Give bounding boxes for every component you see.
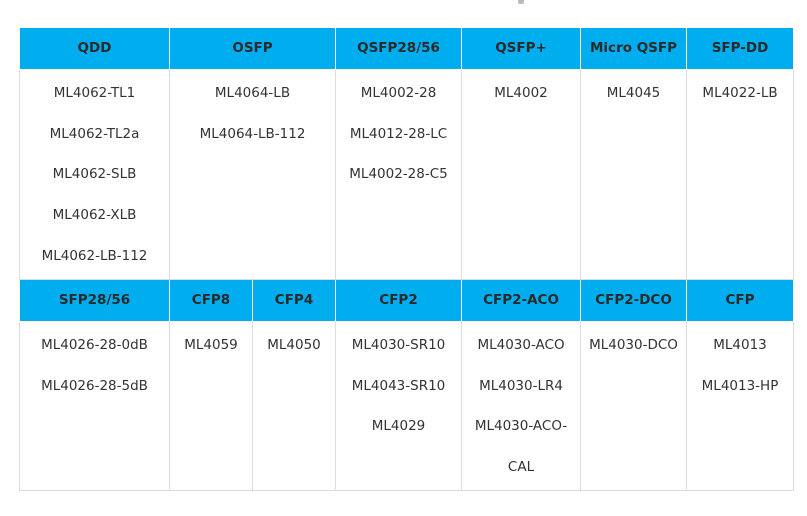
model-name: ML4064-LB xyxy=(214,85,291,101)
model-name: ML4062-SLB xyxy=(52,166,137,183)
table-cell: ML4002-28 ML4012-28-LC ML4002-28-C5 xyxy=(335,69,463,280)
model-list: ML4050 xyxy=(253,325,335,366)
table-cell: ML4002 xyxy=(461,69,582,280)
model-name: ML4062-XLB xyxy=(52,207,137,224)
model-name: ML4062-TL1 xyxy=(53,85,136,101)
model-name: ML4022-LB xyxy=(702,85,778,101)
model-name: ML4030-LR4 xyxy=(479,377,563,394)
model-name: ML4030-ACO- xyxy=(474,418,568,435)
model-name: ML4064-LB-112 xyxy=(199,125,306,142)
table-cell: ML4030-ACO ML4030-LR4 ML4030-ACO- CAL xyxy=(461,321,582,491)
model-name: ML4050 xyxy=(267,337,321,353)
table-cell: ML4045 xyxy=(580,69,688,280)
model-list: ML4022-LB xyxy=(687,73,793,114)
table-cell: ML4050 xyxy=(251,321,337,491)
model-name: ML4012-28-LC xyxy=(349,125,448,142)
model-name: ML4002-28-C5 xyxy=(349,166,448,183)
model-name: ML4026-28-0dB xyxy=(41,337,148,353)
model-list: ML4013 ML4013-HP xyxy=(687,325,793,406)
header-cell: QDD xyxy=(19,27,170,70)
table-cell: ML4026-28-0dB ML4026-28-5dB xyxy=(19,321,170,491)
model-list: ML4002 xyxy=(462,73,580,114)
model-name: ML4013-HP xyxy=(701,377,779,394)
header-row-1: QDD OSFP QSFP28/56 QSFP+ Micro QSFP SFP-… xyxy=(19,27,795,70)
header-cell: SFP-DD xyxy=(686,27,795,70)
model-list: ML4062-TL1 ML4062-TL2a ML4062-SLB ML4062… xyxy=(20,73,169,277)
header-cell: CFP2-ACO xyxy=(461,279,582,322)
top-cropped-content xyxy=(0,0,807,6)
model-name: ML4062-LB-112 xyxy=(41,247,148,264)
model-list: ML4064-LB ML4064-LB-112 xyxy=(170,73,335,154)
header-cell: CFP4 xyxy=(251,279,337,322)
model-name: ML4045 xyxy=(606,85,661,101)
table-cell: ML4030-SR10 ML4043-SR10 ML4029 xyxy=(335,321,463,491)
header-cell: CFP2 xyxy=(335,279,463,322)
model-list: ML4045 xyxy=(581,73,686,114)
model-name: ML4043-SR10 xyxy=(351,377,446,394)
model-list: ML4026-28-0dB ML4026-28-5dB xyxy=(20,325,169,406)
header-cell: QSFP28/56 xyxy=(335,27,463,70)
cropped-glyph xyxy=(518,0,524,4)
product-table: QDD OSFP QSFP28/56 QSFP+ Micro QSFP SFP-… xyxy=(19,27,795,491)
model-name: ML4062-TL2a xyxy=(49,125,140,142)
table-cell: ML4064-LB ML4064-LB-112 xyxy=(168,69,337,280)
model-list: ML4002-28 ML4012-28-LC ML4002-28-C5 xyxy=(336,73,461,195)
header-row-2: SFP28/56 CFP8 CFP4 CFP2 CFP2-ACO CFP2-DC… xyxy=(19,279,795,322)
header-cell: CFP2-DCO xyxy=(580,279,688,322)
header-cell: QSFP+ xyxy=(461,27,582,70)
model-name: CAL xyxy=(507,459,535,476)
data-row-2: ML4026-28-0dB ML4026-28-5dB ML4059 ML405… xyxy=(19,321,795,491)
model-name: ML4013 xyxy=(713,337,767,353)
table-cell: ML4059 xyxy=(169,321,253,491)
header-cell: Micro QSFP xyxy=(580,27,688,70)
model-name: ML4030-ACO xyxy=(477,337,565,353)
model-name: ML4059 xyxy=(184,337,238,353)
model-list: ML4030-ACO ML4030-LR4 ML4030-ACO- CAL xyxy=(462,325,580,488)
table-cell: ML4062-TL1 ML4062-TL2a ML4062-SLB ML4062… xyxy=(19,69,170,280)
header-cell: CFP xyxy=(686,279,795,322)
model-list: ML4030-DCO xyxy=(581,325,686,366)
model-name: ML4030-SR10 xyxy=(351,337,446,353)
table-cell: ML4030-DCO xyxy=(580,321,688,491)
header-cell: SFP28/56 xyxy=(19,279,170,322)
table-cell: ML4022-LB xyxy=(686,69,795,280)
model-name: ML4002 xyxy=(494,85,548,101)
header-cell: OSFP xyxy=(168,27,337,70)
table-cell: ML4013 ML4013-HP xyxy=(686,321,795,491)
model-list: ML4030-SR10 ML4043-SR10 ML4029 xyxy=(336,325,461,447)
model-name: ML4030-DCO xyxy=(589,337,678,353)
model-name: ML4029 xyxy=(371,418,426,435)
model-list: ML4059 xyxy=(170,325,252,366)
header-cell: CFP8 xyxy=(169,279,253,322)
data-row-1: ML4062-TL1 ML4062-TL2a ML4062-SLB ML4062… xyxy=(19,69,795,280)
model-name: ML4002-28 xyxy=(360,85,437,101)
model-name: ML4026-28-5dB xyxy=(41,377,148,394)
